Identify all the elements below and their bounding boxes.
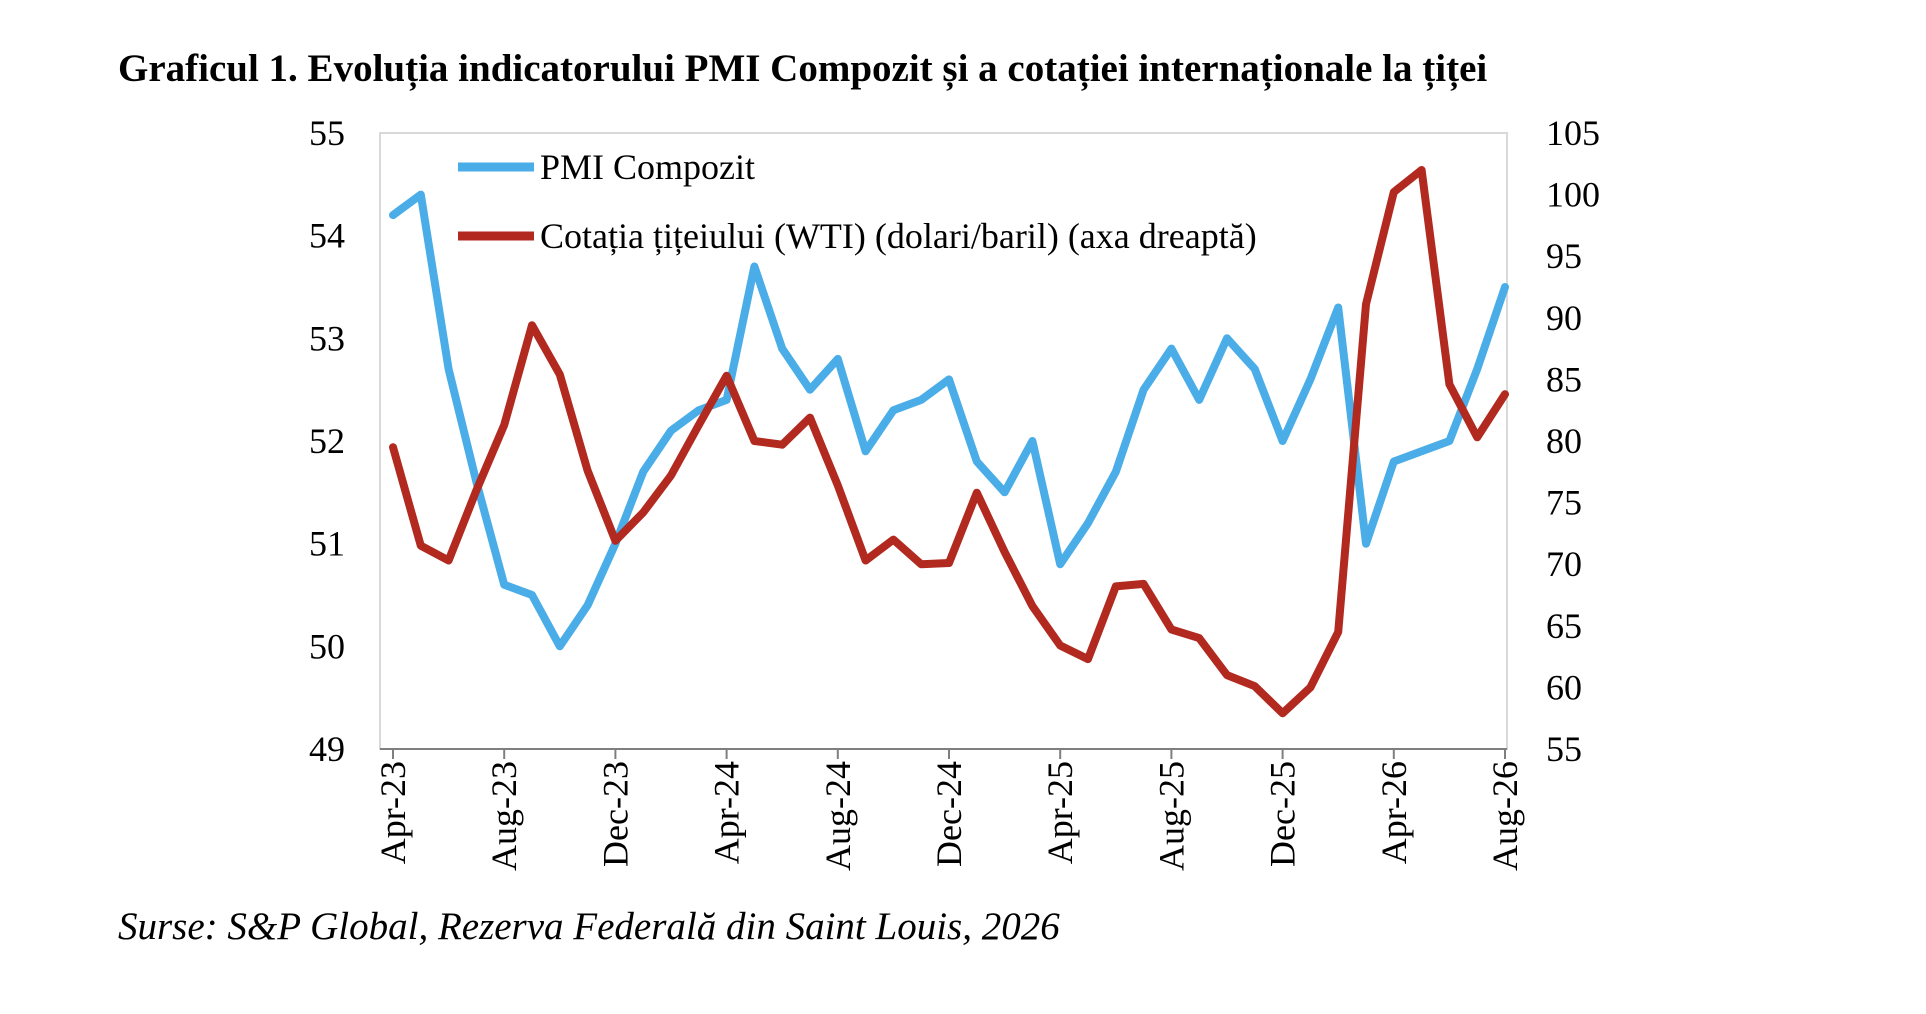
legend-label-wti: Cotația țițeiului (WTI) (dolari/baril) (… xyxy=(540,216,1257,256)
left-axis-ticks: 49 50 51 52 53 54 55 xyxy=(309,113,345,769)
right-tick-label: 105 xyxy=(1546,113,1600,153)
plot-area-frame xyxy=(379,132,1508,750)
right-tick-label: 85 xyxy=(1546,359,1582,399)
x-tick-label: Aug-24 xyxy=(818,761,858,871)
x-tick-label: Aug-26 xyxy=(1485,761,1525,871)
right-tick-label: 70 xyxy=(1546,544,1582,584)
chart-source: Surse: S&P Global, Rezerva Federală din … xyxy=(118,905,1060,948)
x-tick-label: Dec-24 xyxy=(929,761,969,867)
right-tick-label: 90 xyxy=(1546,298,1582,338)
right-tick-label: 65 xyxy=(1546,606,1582,646)
left-tick-label: 55 xyxy=(309,113,345,153)
x-tick-label: Apr-23 xyxy=(373,761,413,864)
right-tick-label: 60 xyxy=(1546,667,1582,707)
left-tick-label: 54 xyxy=(309,216,345,256)
x-tick-label: Apr-25 xyxy=(1040,761,1080,864)
x-tick-label: Aug-23 xyxy=(484,761,524,871)
left-tick-label: 52 xyxy=(309,421,345,461)
right-tick-label: 80 xyxy=(1546,421,1582,461)
left-tick-label: 49 xyxy=(309,729,345,769)
legend: PMI Compozit Cotația țițeiului (WTI) (do… xyxy=(458,147,1257,256)
legend-label-pmi: PMI Compozit xyxy=(540,147,755,187)
right-tick-label: 75 xyxy=(1546,483,1582,523)
x-tick-label: Aug-25 xyxy=(1151,761,1191,871)
x-tick-label: Dec-23 xyxy=(595,761,635,867)
x-tick-label: Apr-26 xyxy=(1374,761,1414,864)
x-tick-label: Dec-25 xyxy=(1263,761,1303,867)
x-tick-label: Apr-24 xyxy=(707,761,747,864)
right-tick-label: 55 xyxy=(1546,729,1582,769)
series-layer xyxy=(389,166,1509,718)
left-tick-label: 50 xyxy=(309,626,345,666)
right-tick-label: 100 xyxy=(1546,175,1600,215)
left-tick-label: 51 xyxy=(309,524,345,564)
x-axis-ticks: Apr-23 Aug-23 Dec-23 Apr-24 Aug-24 Dec-24 Apr-… xyxy=(373,749,1525,871)
chart-title: Graficul 1. Evoluția indicatorului PMI C… xyxy=(118,47,1488,90)
left-tick-label: 53 xyxy=(309,318,345,358)
right-tick-label: 95 xyxy=(1546,236,1582,276)
right-axis-ticks: 55 60 65 70 75 80 85 90 95 100 105 xyxy=(1546,113,1600,769)
